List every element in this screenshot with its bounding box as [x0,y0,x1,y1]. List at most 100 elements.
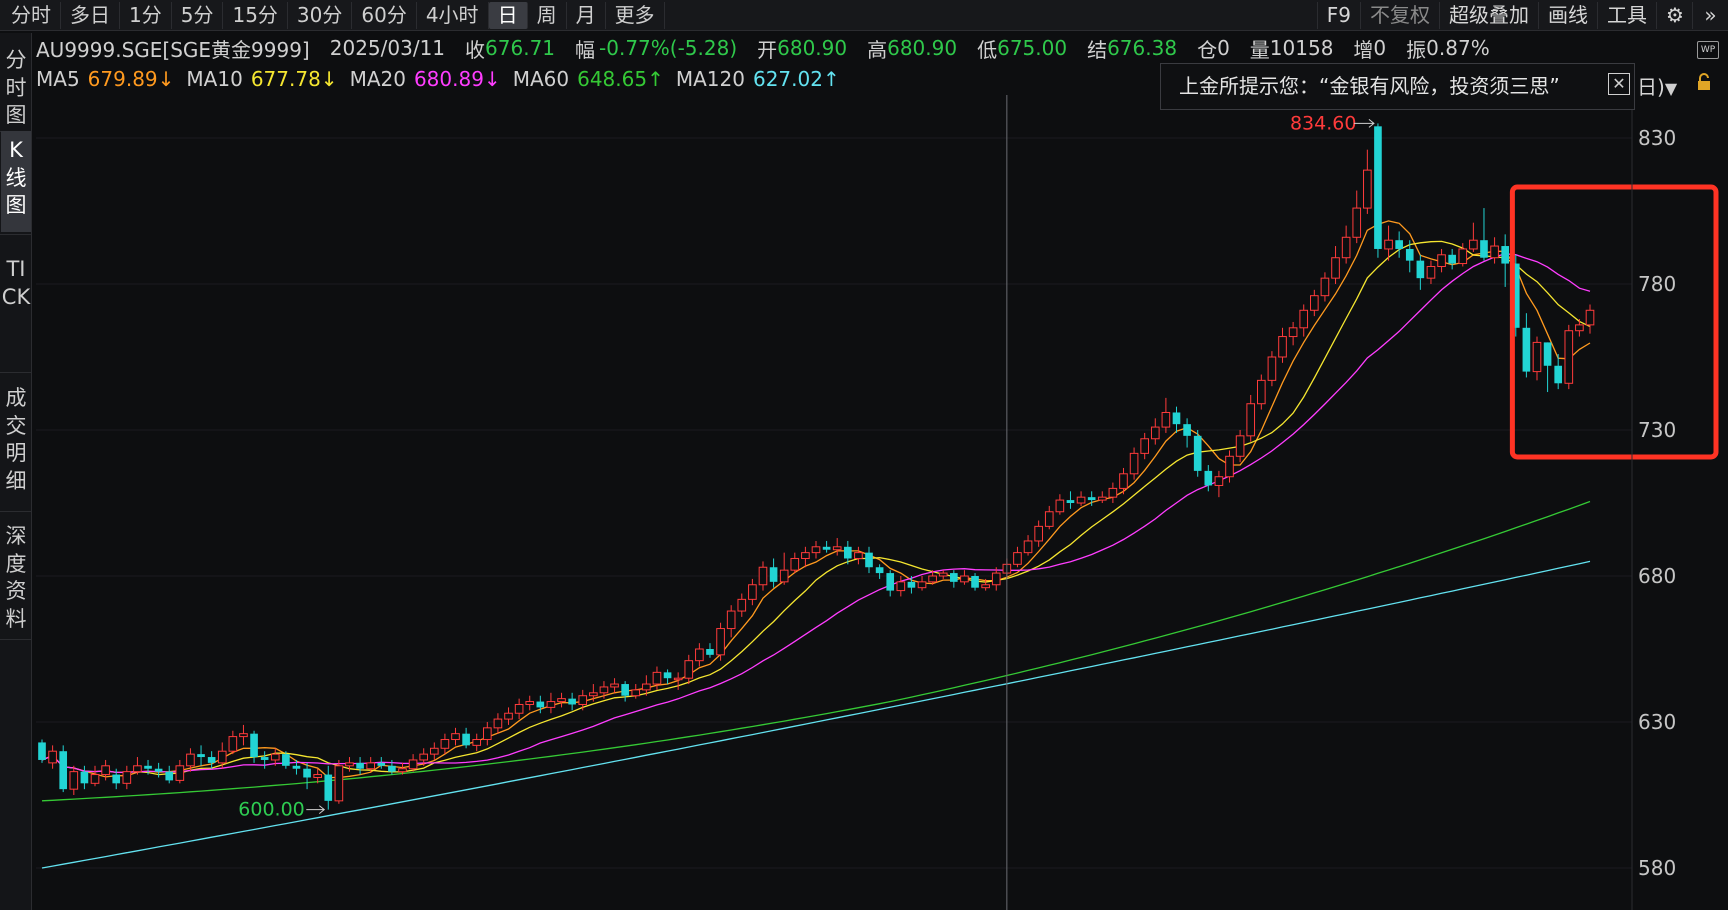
candle[interactable] [260,751,269,769]
candle[interactable] [1320,272,1330,302]
period-tab[interactable]: 30分 [288,1,353,29]
period-tab[interactable]: 1分 [120,1,172,29]
triangle-down-icon[interactable]: ▼ [1664,79,1678,98]
side-tab[interactable]: 分时图 [5,48,27,127]
candle[interactable] [429,742,439,760]
candle[interactable] [112,768,121,790]
candle[interactable] [1480,208,1488,261]
candle[interactable] [706,643,714,658]
candle[interactable] [1395,231,1403,258]
candle[interactable] [950,570,958,588]
candle[interactable] [1458,243,1468,267]
candle[interactable] [313,768,322,784]
candle[interactable] [1087,491,1096,506]
candle[interactable] [695,643,704,667]
candle[interactable] [557,692,566,708]
candle[interactable] [90,765,100,787]
candle[interactable] [801,546,810,568]
candle[interactable] [239,724,248,746]
candle[interactable] [886,570,895,597]
candle[interactable] [1490,237,1499,264]
candle[interactable] [228,730,238,755]
candle[interactable] [1183,418,1191,448]
candle[interactable] [589,684,598,702]
candle[interactable] [907,576,916,594]
period-tab[interactable]: 15分 [223,1,288,29]
candle[interactable] [790,552,800,574]
candle[interactable] [398,762,407,775]
candle[interactable] [981,578,990,591]
candle[interactable] [1278,327,1287,363]
candle[interactable] [419,748,429,766]
candle[interactable] [345,757,354,772]
candle[interactable] [578,689,588,711]
candle[interactable] [991,567,1001,591]
candle[interactable] [1374,123,1382,258]
candle[interactable] [250,730,258,763]
candle[interactable] [673,672,683,690]
candle[interactable] [1140,432,1150,460]
candle[interactable] [69,765,79,795]
candle[interactable] [1076,491,1086,506]
candle[interactable] [1214,470,1224,498]
candle[interactable] [1352,190,1362,244]
candle[interactable] [1363,149,1372,214]
candle[interactable] [1299,304,1309,337]
super-overlay-button[interactable]: 超级叠加 [1439,2,1538,29]
candle[interactable] [1204,465,1213,492]
side-tab[interactable]: K线图 [1,131,31,232]
candle[interactable] [865,546,873,574]
no-adjust-button[interactable]: 不复权 [1360,2,1439,29]
candle[interactable] [472,733,482,752]
candle[interactable] [1585,304,1595,334]
candle[interactable] [1543,342,1552,393]
lock-icon[interactable] [1695,73,1713,91]
candle[interactable] [938,570,948,579]
candle[interactable] [1256,374,1266,410]
candle[interactable] [1448,248,1456,270]
candle[interactable] [377,757,386,769]
candle[interactable] [186,748,195,772]
candle[interactable] [1437,248,1446,273]
candle[interactable] [207,751,216,769]
wp-icon[interactable]: WP [1697,41,1719,59]
candle[interactable] [1097,491,1107,503]
candle[interactable] [1532,336,1542,381]
candle[interactable] [642,675,651,696]
candle[interactable] [811,540,821,559]
candle[interactable] [1235,430,1245,463]
candle[interactable] [356,757,364,775]
double-chevron-right-icon[interactable]: » [1692,2,1728,29]
candle[interactable] [1150,418,1160,445]
candle[interactable] [1034,520,1043,547]
candle[interactable] [1331,246,1340,284]
candle[interactable] [1267,351,1277,387]
gear-icon[interactable]: ⚙ [1656,2,1692,29]
candle[interactable] [451,727,460,746]
candle[interactable] [1384,225,1393,261]
candle[interactable] [334,759,344,804]
candle[interactable] [1193,430,1202,477]
period-tab[interactable]: 周 [528,1,567,29]
candle[interactable] [1066,491,1075,509]
candle[interactable] [80,765,89,790]
candle[interactable] [568,692,576,711]
candle[interactable] [1575,319,1584,337]
f9-button[interactable]: F9 [1316,2,1360,29]
candle[interactable] [1341,225,1351,264]
candle[interactable] [1246,394,1256,442]
candle[interactable] [1511,254,1520,337]
candle[interactable] [101,759,110,781]
candle[interactable] [514,698,524,720]
candle[interactable] [716,622,725,661]
side-tab[interactable]: 深度资料 [5,524,27,631]
candle[interactable] [843,540,852,565]
close-icon[interactable]: ✕ [1608,73,1630,95]
candle[interactable] [388,759,396,775]
period-tab[interactable]: 4小时 [417,1,489,29]
candle[interactable] [1288,321,1298,346]
candle[interactable] [822,540,831,553]
candle[interactable] [748,578,757,606]
candle[interactable] [493,713,503,734]
